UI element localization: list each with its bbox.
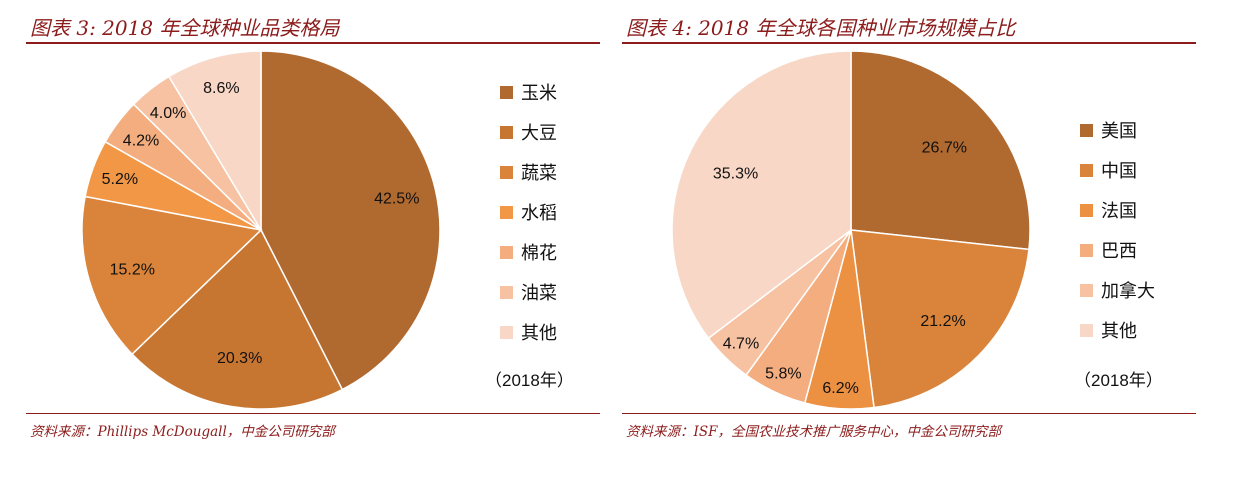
chart-title: 图表 4: 2018 年全球各国种业市场规模占比: [626, 16, 1016, 40]
legend-item: 棉花: [500, 232, 557, 272]
slice-value-label: 21.2%: [920, 313, 965, 330]
legend-swatch: [500, 325, 513, 339]
legend-item: 法国: [1080, 190, 1155, 230]
legend-item: 巴西: [1080, 230, 1155, 270]
legend-swatch: [500, 85, 513, 99]
slice-value-label: 8.6%: [203, 80, 239, 97]
pie-chart-country-share: 26.7% 21.2% 6.2% 5.8% 4.7% 35.3%: [671, 50, 1031, 410]
legend-label: 巴西: [1101, 241, 1137, 262]
legend-item: 玉米: [500, 72, 557, 112]
slice-value-label: 15.2%: [110, 261, 155, 278]
legend-label: 中国: [1101, 161, 1137, 182]
legend-item: 加拿大: [1080, 270, 1155, 310]
legend-item: 蔬菜: [500, 152, 557, 192]
slice-value-label: 5.2%: [102, 171, 138, 188]
pie-slice-其他: [167, 50, 262, 233]
legend-swatch: [1080, 163, 1093, 177]
legend-label: 玉米: [521, 83, 557, 104]
legend-item: 其他: [500, 312, 557, 352]
pie-slice-玉米: [260, 50, 441, 391]
pie-slice-美国: [850, 50, 1031, 251]
year-note: （2018年）: [485, 371, 574, 390]
legend-swatch: [1080, 283, 1093, 297]
slice-value-label: 4.2%: [123, 132, 159, 149]
legend-item: 大豆: [500, 112, 557, 152]
legend-item: 中国: [1080, 150, 1155, 190]
legend-label: 水稻: [521, 203, 557, 224]
legend-swatch: [500, 245, 513, 259]
legend-item: 美国: [1080, 110, 1155, 150]
slice-value-label: 26.7%: [922, 139, 967, 156]
year-note: （2018年）: [1074, 371, 1163, 390]
pie-slice-其他: [671, 50, 852, 340]
legend-swatch: [1080, 203, 1093, 217]
legend-swatch: [1080, 243, 1093, 257]
slice-value-label: 35.3%: [713, 166, 758, 183]
chart-title: 图表 3: 2018 年全球种业品类格局: [30, 16, 340, 40]
chart-panel-right: 图表 4: 2018 年全球各国种业市场规模占比 26.7% 21.2% 6.2% 5…: [618, 0, 1218, 477]
legend-swatch: [1080, 123, 1093, 137]
legend-label: 法国: [1101, 201, 1137, 222]
legend-item: 油菜: [500, 272, 557, 312]
slice-value-label: 42.5%: [374, 190, 419, 207]
slice-value-label: 4.0%: [150, 105, 186, 122]
chart-panel-left: 图表 3: 2018 年全球种业品类格局 42.5% 20.3% 15.2% 5.2%…: [0, 0, 610, 477]
legend-label: 大豆: [521, 123, 557, 144]
pie-chart-crop-category: 42.5% 20.3% 15.2% 5.2% 4.2% 4.0% 8.6%: [81, 50, 441, 410]
legend-item: 其他: [1080, 310, 1155, 350]
legend-swatch: [500, 125, 513, 139]
pie-slice-中国: [850, 229, 1030, 409]
source-divider: [26, 413, 600, 414]
legend-swatch: [500, 205, 513, 219]
source-note: 资料来源：Phillips McDougall，中金公司研究部: [30, 424, 335, 440]
legend-label: 蔬菜: [521, 163, 557, 184]
title-divider: [26, 42, 600, 44]
legend-item: 水稻: [500, 192, 557, 232]
legend-label: 油菜: [521, 283, 557, 304]
slice-value-label: 4.7%: [723, 336, 759, 353]
slice-value-label: 20.3%: [217, 350, 262, 367]
legend-swatch: [500, 165, 513, 179]
legend-swatch: [1080, 323, 1093, 337]
pie-slice-大豆: [131, 228, 344, 410]
source-note: 资料来源：ISF，全国农业技术推广服务中心，中金公司研究部: [626, 424, 1001, 440]
legend-label: 棉花: [521, 243, 557, 264]
legend-label: 美国: [1101, 121, 1137, 142]
title-divider: [622, 42, 1196, 44]
legend: 玉米大豆蔬菜水稻棉花油菜其他: [500, 72, 557, 352]
legend-swatch: [500, 285, 513, 299]
source-divider: [622, 413, 1196, 414]
legend-label: 其他: [1101, 321, 1137, 342]
pie-slice-蔬菜: [81, 195, 263, 356]
legend-label: 其他: [521, 323, 557, 344]
slice-value-label: 6.2%: [822, 380, 858, 397]
legend: 美国中国法国巴西加拿大其他: [1080, 110, 1155, 350]
legend-label: 加拿大: [1101, 281, 1155, 302]
slice-value-label: 5.8%: [765, 365, 801, 382]
